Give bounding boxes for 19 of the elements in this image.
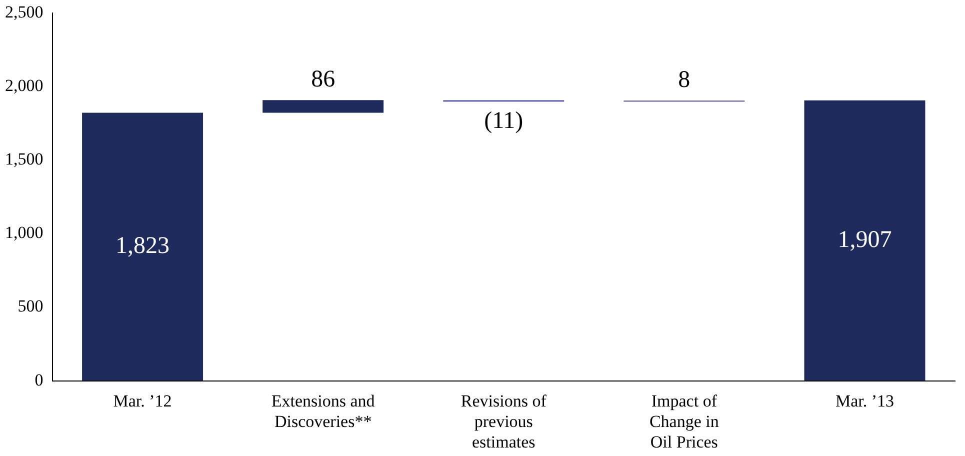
x-tick-label: Revisions of previous estimates xyxy=(460,391,547,452)
data-label: 8 xyxy=(678,66,690,93)
y-tick-label: 2,000 xyxy=(5,76,44,96)
x-tick-label: Extensions and Discoveries** xyxy=(271,391,376,431)
data-label: 1,823 xyxy=(116,233,170,260)
data-label: (11) xyxy=(484,108,524,134)
x-tick-label: Mar. ’12 xyxy=(113,391,172,410)
x-tick-label: Impact of Change in Oil Prices xyxy=(649,391,720,452)
bar xyxy=(804,100,926,381)
y-tick-label: 0 xyxy=(34,370,44,390)
y-tick-label: 1,000 xyxy=(5,223,44,242)
x-tick-label: Mar. ’13 xyxy=(835,391,894,410)
bar xyxy=(262,100,384,113)
y-tick-label: 500 xyxy=(18,296,44,316)
y-tick-label: 2,500 xyxy=(5,2,44,22)
data-label: 86 xyxy=(311,66,336,92)
data-label: 1,907 xyxy=(838,226,892,253)
y-tick-label: 1,500 xyxy=(5,150,44,169)
bar xyxy=(82,112,204,381)
